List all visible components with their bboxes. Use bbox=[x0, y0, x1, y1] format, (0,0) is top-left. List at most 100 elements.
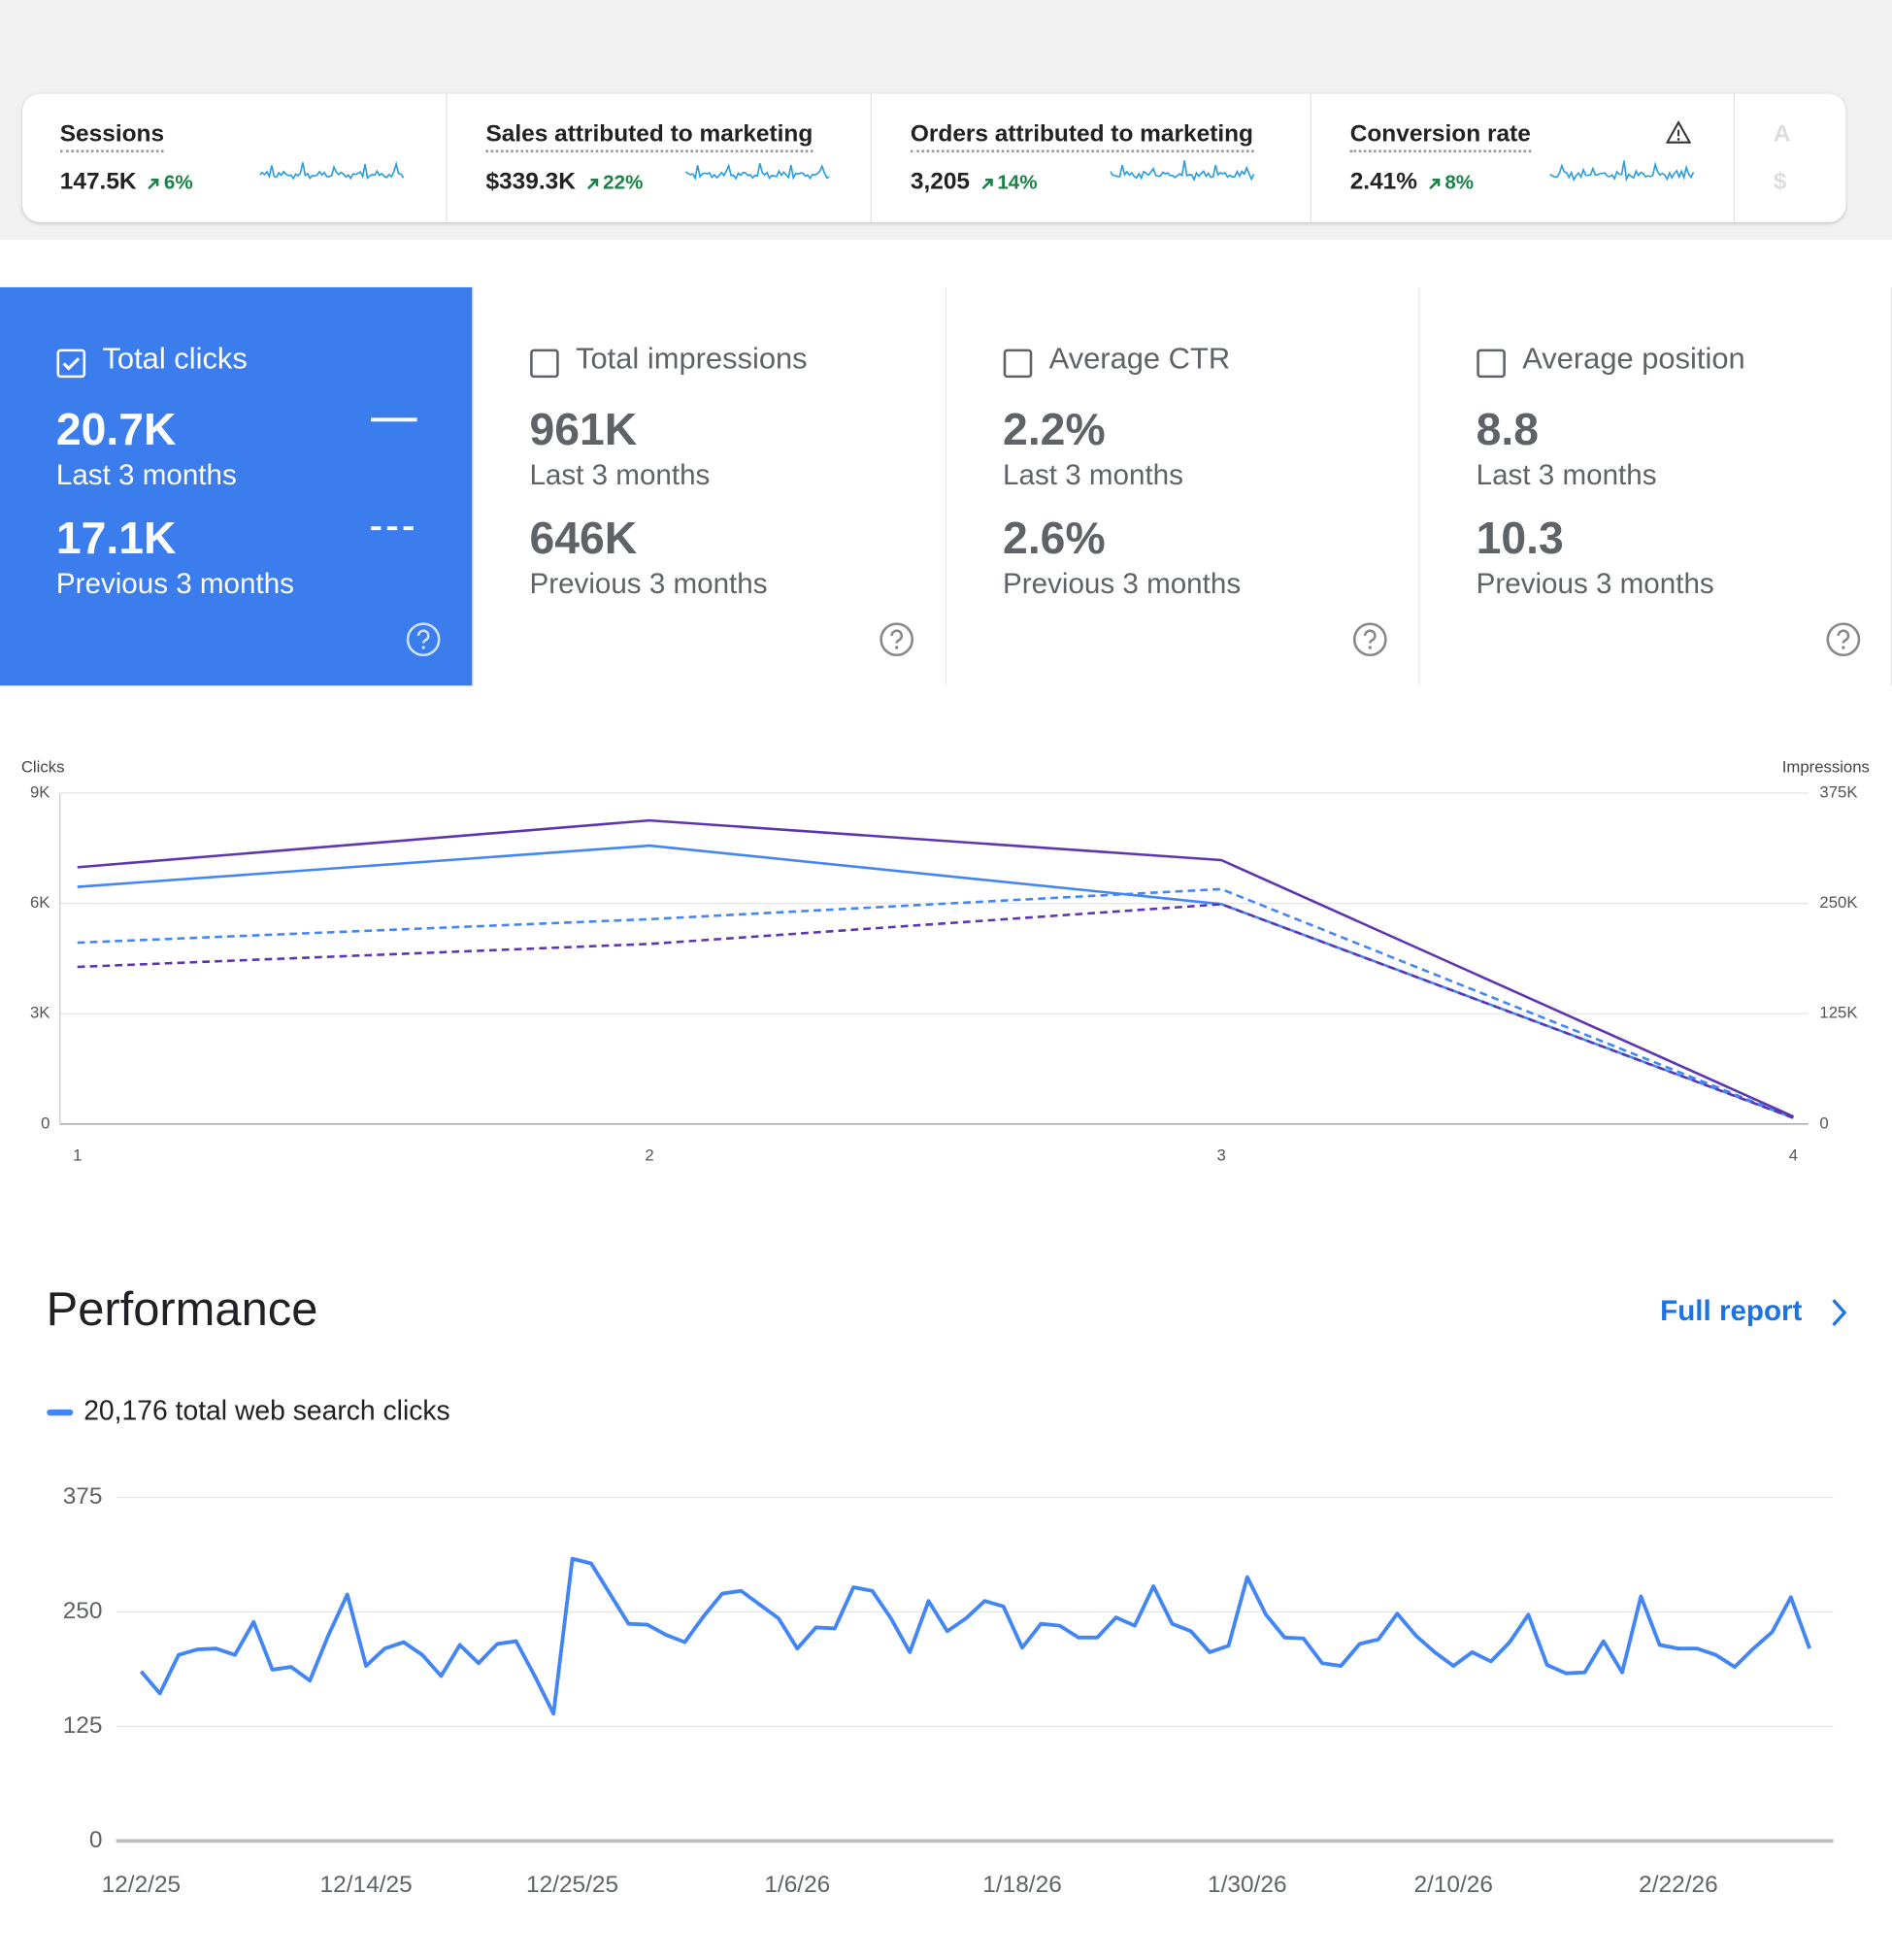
metric-tile[interactable]: Average CTR 2.2% Last 3 months 2.6% Previous… bbox=[946, 286, 1420, 686]
current-value: 2.2% bbox=[1003, 403, 1106, 455]
x-tick-label: 2/22/26 bbox=[1639, 1872, 1718, 1898]
section-title: Performance bbox=[47, 1283, 318, 1336]
current-value: 8.8 bbox=[1476, 403, 1540, 455]
y-tick-label: 9K bbox=[30, 782, 50, 801]
current-period: Last 3 months bbox=[55, 458, 237, 491]
series-line bbox=[77, 903, 1794, 1119]
trend-arrow bbox=[586, 178, 599, 189]
previous-period: Previous 3 months bbox=[529, 567, 768, 600]
metric-label: Conversion rate bbox=[1349, 121, 1531, 152]
previous-period: Previous 3 months bbox=[55, 567, 294, 600]
tile-label: Average CTR bbox=[1048, 342, 1231, 377]
series-line bbox=[139, 1556, 1811, 1716]
x-tick-label: 1 bbox=[73, 1146, 82, 1165]
metric-value: 2.41% bbox=[1349, 168, 1418, 195]
x-tick-label: 12/2/25 bbox=[102, 1872, 182, 1898]
tile-label: Total impressions bbox=[576, 342, 808, 377]
tile-label: Average position bbox=[1522, 342, 1745, 377]
y2-tick-label: 250K bbox=[1819, 893, 1857, 912]
current-value: 961K bbox=[529, 403, 638, 455]
metric-tile[interactable]: Average position 8.8 Last 3 months 10.3 Prev… bbox=[1419, 286, 1892, 686]
x-tick-label: 2 bbox=[645, 1146, 653, 1165]
metric-value: 147.5K bbox=[59, 168, 137, 195]
legend-label: 20,176 total web search clicks bbox=[83, 1395, 450, 1426]
help-icon bbox=[1826, 622, 1861, 657]
metric-change: 8% bbox=[1427, 173, 1474, 195]
metric-change: 6% bbox=[147, 173, 193, 195]
y-tick-label: 125 bbox=[63, 1712, 103, 1739]
x-tick-label: 1/30/26 bbox=[1208, 1872, 1287, 1898]
help-icon bbox=[1352, 622, 1387, 657]
series-line bbox=[77, 844, 1794, 1119]
metric-value: $339.3K bbox=[485, 168, 576, 195]
trend-arrow bbox=[148, 178, 159, 189]
metric-change: 22% bbox=[585, 173, 643, 195]
y-tick-label: 3K bbox=[30, 1004, 50, 1022]
series-line bbox=[77, 818, 1794, 1118]
previous-value: 10.3 bbox=[1476, 512, 1564, 564]
previous-period: Previous 3 months bbox=[1003, 567, 1242, 600]
y2-tick-label: 0 bbox=[1819, 1113, 1828, 1132]
y-tick-label: 6K bbox=[30, 893, 50, 912]
y2-tick-label: 125K bbox=[1819, 1004, 1857, 1022]
series-line bbox=[77, 887, 1794, 1119]
current-value: 20.7K bbox=[55, 403, 177, 455]
chevron[interactable] bbox=[1832, 1299, 1847, 1327]
checkbox bbox=[530, 349, 559, 379]
metric-tile[interactable]: Total impressions 961K Last 3 months 646K Pr… bbox=[473, 286, 947, 686]
y-tick-label: 375 bbox=[63, 1483, 103, 1510]
y-tick-label: 0 bbox=[89, 1827, 103, 1853]
sparkline bbox=[1549, 160, 1695, 183]
x-tick-label: 12/25/25 bbox=[526, 1872, 618, 1898]
y-tick-label: 250 bbox=[63, 1598, 103, 1624]
help-icon bbox=[406, 622, 441, 657]
x-tick-label: 1/18/26 bbox=[982, 1872, 1062, 1898]
trend-arrow bbox=[980, 178, 993, 189]
warning-icon bbox=[1666, 119, 1691, 144]
x-tick-label: 4 bbox=[1789, 1146, 1798, 1165]
y2-axis-title: Impressions bbox=[1782, 758, 1870, 777]
full-report-link[interactable]: Full report bbox=[1660, 1295, 1802, 1327]
help-icon bbox=[880, 622, 914, 657]
x-tick-label: 2/10/26 bbox=[1413, 1872, 1493, 1898]
metric-label: A bbox=[1773, 120, 1791, 148]
y2-tick-label: 375K bbox=[1819, 782, 1857, 801]
checkbox bbox=[1003, 349, 1033, 379]
change-value: 14% bbox=[997, 172, 1038, 194]
metric-value: $ bbox=[1773, 168, 1787, 195]
metrics-card bbox=[22, 93, 1846, 222]
change-value: 6% bbox=[163, 172, 193, 194]
previous-value: 17.1K bbox=[55, 512, 177, 564]
checkbox-checked bbox=[56, 349, 86, 379]
current-period: Last 3 months bbox=[1003, 458, 1183, 491]
sparkline bbox=[685, 163, 830, 181]
metric-label: Sales attributed to marketing bbox=[485, 121, 813, 152]
current-period: Last 3 months bbox=[1476, 458, 1657, 491]
metric-label: Sessions bbox=[59, 121, 165, 152]
trend-arrow bbox=[1428, 178, 1441, 189]
divider bbox=[446, 93, 448, 222]
divider bbox=[1733, 93, 1735, 222]
previous-value: 646K bbox=[529, 512, 638, 564]
x-tick-label: 1/6/26 bbox=[764, 1872, 830, 1898]
y-axis-title: Clicks bbox=[21, 758, 65, 777]
checkbox bbox=[1477, 349, 1506, 379]
divider bbox=[870, 93, 872, 222]
x-tick-label: 12/14/25 bbox=[320, 1872, 413, 1898]
metric-tile[interactable]: Total clicks 20.7K Last 3 months 17.1K Previ… bbox=[0, 286, 474, 686]
previous-value: 2.6% bbox=[1003, 512, 1106, 564]
metric-label: Orders attributed to marketing bbox=[910, 121, 1254, 152]
change-value: 8% bbox=[1444, 172, 1475, 194]
metric-change: 14% bbox=[979, 172, 1038, 195]
previous-period: Previous 3 months bbox=[1476, 567, 1714, 600]
metric-value: 3,205 bbox=[910, 168, 971, 195]
change-value: 22% bbox=[603, 172, 644, 194]
tile-label: Total clicks bbox=[102, 342, 248, 377]
line-key bbox=[371, 417, 417, 531]
y-tick-label: 0 bbox=[41, 1113, 50, 1132]
sparkline bbox=[259, 160, 405, 181]
sparkline bbox=[1110, 160, 1255, 183]
current-period: Last 3 months bbox=[529, 458, 711, 491]
